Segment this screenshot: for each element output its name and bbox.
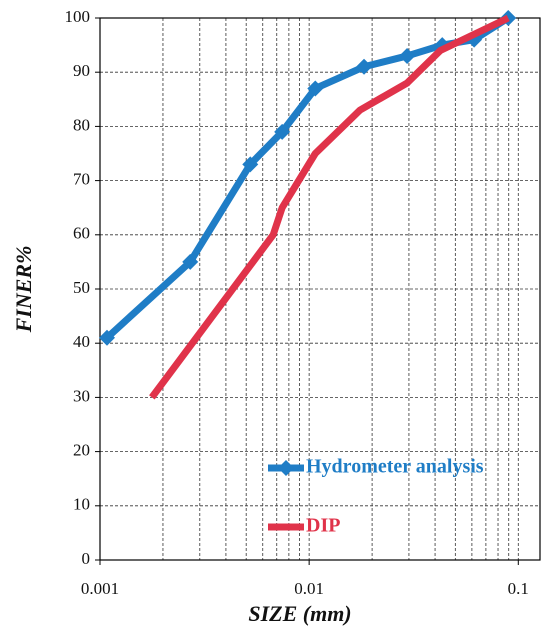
x-tick-label: 0.001 (81, 579, 119, 598)
y-tick-label: 40 (73, 332, 90, 351)
x-tick-label: 0.1 (508, 579, 529, 598)
x-axis-label: SIZE (mm) (248, 601, 351, 626)
legend-label: DIP (306, 515, 340, 537)
y-tick-label: 30 (73, 386, 90, 405)
point-marker (356, 58, 373, 75)
y-tick-label: 70 (73, 170, 90, 189)
y-tick-label: 80 (73, 115, 90, 134)
y-tick-label: 20 (73, 441, 90, 460)
y-tick-label: 10 (73, 495, 90, 514)
point-marker (242, 156, 259, 173)
legend-label: Hydrometer analysis (306, 456, 484, 478)
point-marker (98, 329, 115, 346)
y-tick-label: 50 (73, 278, 90, 297)
legend-marker (278, 460, 294, 476)
point-marker (182, 253, 199, 270)
series-line (104, 15, 511, 341)
plot-frame (99, 17, 541, 561)
x-tick-label: 0.01 (294, 579, 324, 598)
y-axis-label: FINER% (11, 246, 36, 334)
point-marker (399, 47, 416, 64)
y-tick-label: 90 (73, 61, 90, 80)
series-line (149, 14, 510, 400)
y-tick-label: 100 (65, 7, 91, 26)
point-marker (307, 80, 324, 97)
y-tick-label: 60 (73, 224, 90, 243)
y-tick-label: 0 (82, 549, 91, 568)
point-marker (274, 123, 291, 140)
